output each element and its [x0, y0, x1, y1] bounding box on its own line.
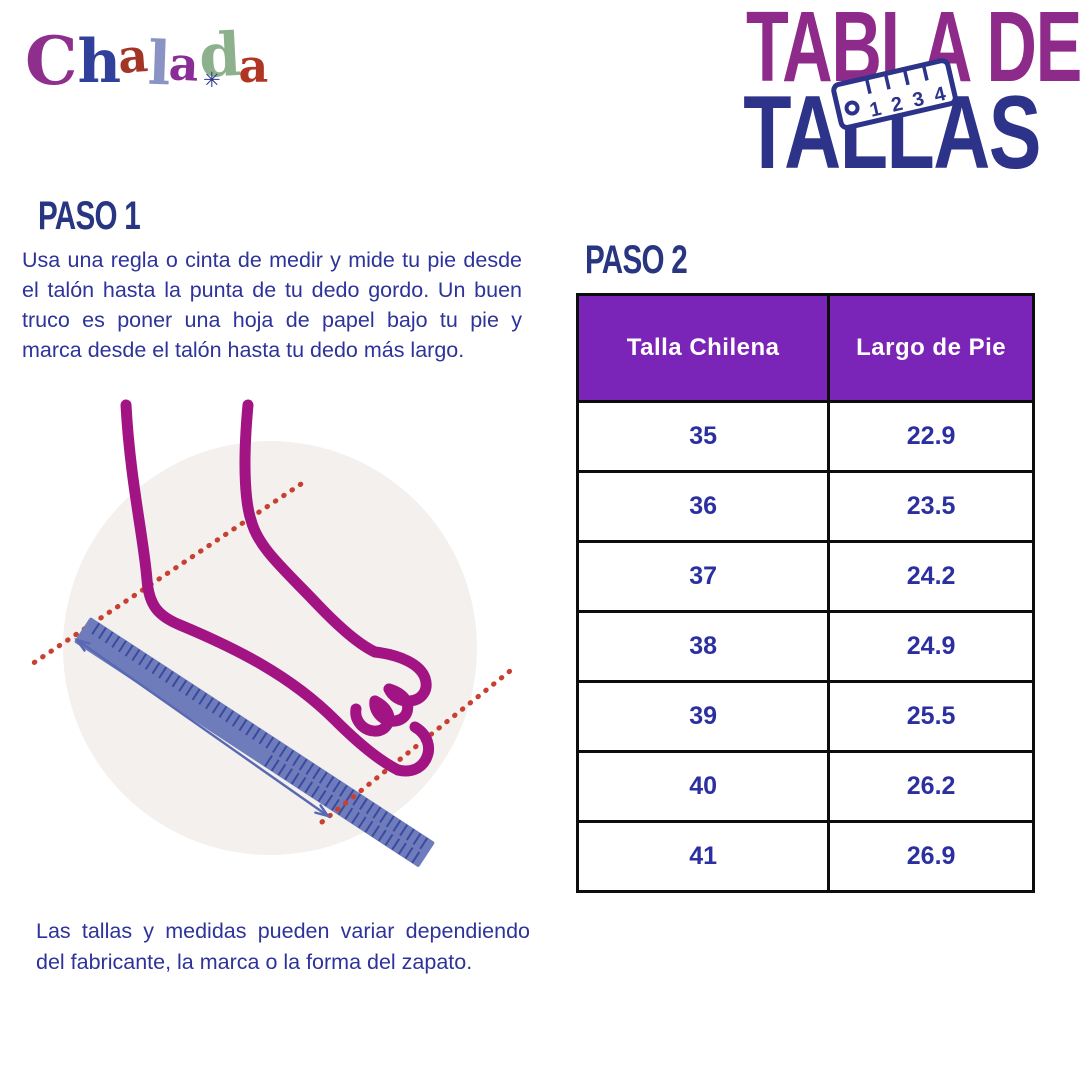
logo-letter: l: [146, 28, 170, 100]
table-header-largo: Largo de Pie: [827, 293, 1035, 403]
tape-number: 3: [911, 88, 927, 112]
step1-body: Usa una regla o cinta de medir y mide tu…: [22, 248, 522, 362]
toe-sole-hook: [392, 721, 434, 777]
logo-letter: C: [25, 22, 78, 100]
table-header-row: Talla Chilena Largo de Pie: [575, 293, 1035, 403]
cell-largo: 24.2: [827, 540, 1035, 613]
toe-curl-3: [350, 695, 395, 737]
ruler-ticks-top: [91, 622, 430, 851]
table-row: 37 24.2: [575, 540, 1035, 613]
cell-talla: 37: [575, 540, 831, 613]
table-row: 36 23.5: [575, 470, 1035, 543]
table-row: 41 26.9: [575, 820, 1035, 893]
cell-talla: 40: [575, 750, 831, 823]
logo-letter: a: [116, 28, 150, 84]
logo-letter: a: [238, 39, 269, 93]
cell-largo: 26.9: [827, 820, 1035, 893]
table-row: 35 22.9: [575, 400, 1035, 473]
toe-curl-2: [369, 683, 414, 727]
ruler-ticks-bottom: [264, 755, 422, 864]
size-table: Talla Chilena Largo de Pie 35 22.9 36 23…: [575, 293, 1035, 893]
cell-largo: 25.5: [827, 680, 1035, 753]
tape-number: 2: [889, 93, 905, 117]
cell-talla: 35: [575, 400, 831, 473]
cell-largo: 23.5: [827, 470, 1035, 543]
table-header-talla: Talla Chilena: [575, 293, 831, 403]
measurement-arrow: [74, 637, 331, 819]
cell-talla: 39: [575, 680, 831, 753]
logo-letter: h: [77, 27, 122, 97]
logo-mandala-icon: ✳: [203, 68, 221, 92]
foot-back-leg-heel-sole: [120, 399, 404, 776]
brand-logo: Chalada ✳: [25, 20, 269, 99]
step2-heading: PASO 2: [585, 238, 688, 282]
foot-front-leg: [239, 399, 381, 658]
footer-note: Las tallas y medidas pueden variar depen…: [36, 919, 530, 974]
table-row: 39 25.5: [575, 680, 1035, 753]
tape-zero-hole: [844, 100, 860, 116]
cell-largo: 22.9: [827, 400, 1035, 473]
heel-dotted-line: [30, 479, 307, 669]
measuring-tape-icon: 1 2 3 4: [831, 58, 958, 131]
table-row: 38 24.9: [575, 610, 1035, 683]
foot-measurement-illustration: [30, 399, 513, 867]
cell-talla: 41: [575, 820, 831, 893]
cell-talla: 36: [575, 470, 831, 543]
tape-number: 1: [868, 98, 884, 122]
logo-letter: a: [167, 36, 200, 92]
toe-dotted-line: [319, 668, 513, 825]
table-row: 40 26.2: [575, 750, 1035, 823]
foot-outline: [120, 399, 434, 777]
cell-talla: 38: [575, 610, 831, 683]
cell-largo: 26.2: [827, 750, 1035, 823]
step1-heading: PASO 1: [38, 194, 141, 238]
cell-largo: 24.9: [827, 610, 1035, 683]
